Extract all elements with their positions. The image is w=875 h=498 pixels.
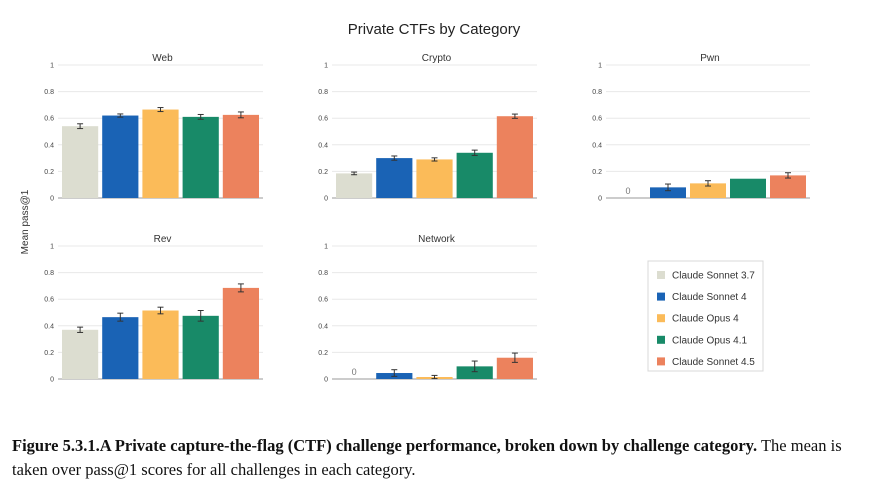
y-tick-label: 0.8 bbox=[44, 270, 54, 277]
y-tick-label: 1 bbox=[50, 63, 54, 70]
y-tick-label: 0 bbox=[324, 196, 328, 203]
bar-5 bbox=[496, 116, 533, 198]
bar-2 bbox=[102, 115, 139, 198]
bar-5 bbox=[770, 175, 806, 198]
y-tick-label: 0.6 bbox=[592, 116, 602, 123]
bar-2 bbox=[650, 187, 686, 198]
y-tick-label: 0.4 bbox=[318, 142, 328, 149]
y-tick-label: 0 bbox=[50, 377, 54, 384]
caption-text: The mean is taken over pass@1 scores for… bbox=[12, 436, 842, 479]
legend-label: Claude Sonnet 4 bbox=[672, 292, 747, 303]
y-tick-label: 0 bbox=[50, 196, 54, 203]
panel-title: Rev bbox=[154, 234, 172, 245]
bar-4 bbox=[730, 178, 766, 198]
bar-4 bbox=[182, 315, 219, 379]
y-tick-label: 0.2 bbox=[318, 350, 328, 357]
y-tick-label: 0.8 bbox=[318, 89, 328, 96]
data-label: 0 bbox=[625, 186, 630, 196]
bar-5 bbox=[496, 357, 533, 379]
bar-1 bbox=[336, 173, 373, 198]
panels: 0 0.2 0.4 0.6 0.8 1 Web 0 0.2 0.4 0.6 0.8 1 Crypto 0 0.… bbox=[44, 53, 810, 384]
y-tick-label: 0.4 bbox=[592, 142, 602, 149]
panel-network: 0 0.2 0.4 0.6 0.8 1 Network 0 bbox=[318, 234, 537, 384]
panel-title: Crypto bbox=[422, 53, 452, 64]
bar-1 bbox=[62, 329, 99, 379]
legend-swatch bbox=[657, 271, 665, 279]
y-tick-label: 0 bbox=[324, 377, 328, 384]
y-tick-label: 1 bbox=[324, 244, 328, 251]
chart-title: Private CTFs by Category bbox=[348, 21, 521, 38]
data-label: 0 bbox=[352, 367, 357, 377]
y-tick-label: 0.4 bbox=[318, 323, 328, 330]
bar-2 bbox=[102, 317, 139, 379]
y-tick-label: 0.2 bbox=[44, 350, 54, 357]
y-tick-label: 0.6 bbox=[44, 116, 54, 123]
y-tick-label: 0.2 bbox=[318, 169, 328, 176]
y-tick-label: 0 bbox=[598, 196, 602, 203]
y-tick-label: 0.6 bbox=[44, 297, 54, 304]
bar-4 bbox=[456, 152, 493, 198]
caption-bold: Figure 5.3.1.A Private capture-the-flag … bbox=[12, 436, 758, 455]
legend-swatch bbox=[657, 314, 665, 323]
legend: Claude Sonnet 3.7 Claude Sonnet 4 Claude O… bbox=[647, 260, 764, 372]
panel-web: 0 0.2 0.4 0.6 0.8 1 Web bbox=[44, 53, 263, 203]
bar-3 bbox=[142, 310, 179, 379]
bar-2 bbox=[376, 158, 413, 198]
panel-crypto: 0 0.2 0.4 0.6 0.8 1 Crypto bbox=[318, 53, 537, 203]
y-tick-label: 0.4 bbox=[44, 323, 54, 330]
legend-swatch bbox=[657, 357, 665, 366]
panel-pwn: 0 0.2 0.4 0.6 0.8 1 Pwn 0 bbox=[592, 53, 810, 203]
bar-3 bbox=[142, 109, 179, 198]
bar-5 bbox=[222, 287, 259, 379]
y-tick-label: 0.8 bbox=[318, 270, 328, 277]
ctf-figure: Private CTFs by Category Mean pass@1 0 0.… bbox=[20, 21, 810, 384]
panel-title: Pwn bbox=[700, 53, 719, 64]
y-tick-label: 1 bbox=[50, 244, 54, 251]
figure-caption: Figure 5.3.1.A Private capture-the-flag … bbox=[12, 434, 864, 482]
panel-title: Web bbox=[152, 53, 173, 64]
y-tick-label: 1 bbox=[598, 63, 602, 70]
bar-3 bbox=[690, 183, 726, 198]
panel-title: Network bbox=[418, 234, 456, 245]
bar-4 bbox=[456, 366, 493, 379]
bar-4 bbox=[182, 116, 219, 198]
y-tick-label: 0.2 bbox=[44, 169, 54, 176]
legend-swatch bbox=[657, 292, 665, 301]
panel-rev: 0 0.2 0.4 0.6 0.8 1 Rev bbox=[44, 234, 263, 384]
y-tick-label: 0.6 bbox=[318, 116, 328, 123]
y-tick-label: 0.2 bbox=[592, 169, 602, 176]
bar-3 bbox=[416, 159, 453, 198]
y-tick-label: 0.4 bbox=[44, 142, 54, 149]
legend-label: Claude Opus 4.1 bbox=[672, 335, 747, 346]
bar-1 bbox=[62, 126, 99, 198]
legend-label: Claude Sonnet 3.7 bbox=[672, 271, 755, 282]
legend-label: Claude Sonnet 4.5 bbox=[672, 357, 755, 368]
legend-box bbox=[647, 260, 764, 372]
bar-5 bbox=[222, 114, 259, 198]
legend-label: Claude Opus 4 bbox=[672, 314, 739, 325]
y-tick-label: 0.8 bbox=[44, 89, 54, 96]
y-tick-label: 0.8 bbox=[592, 89, 602, 96]
y-tick-label: 1 bbox=[324, 63, 328, 70]
y-axis-label: Mean pass@1 bbox=[20, 189, 31, 254]
legend-swatch bbox=[657, 335, 665, 344]
y-tick-label: 0.6 bbox=[318, 297, 328, 304]
